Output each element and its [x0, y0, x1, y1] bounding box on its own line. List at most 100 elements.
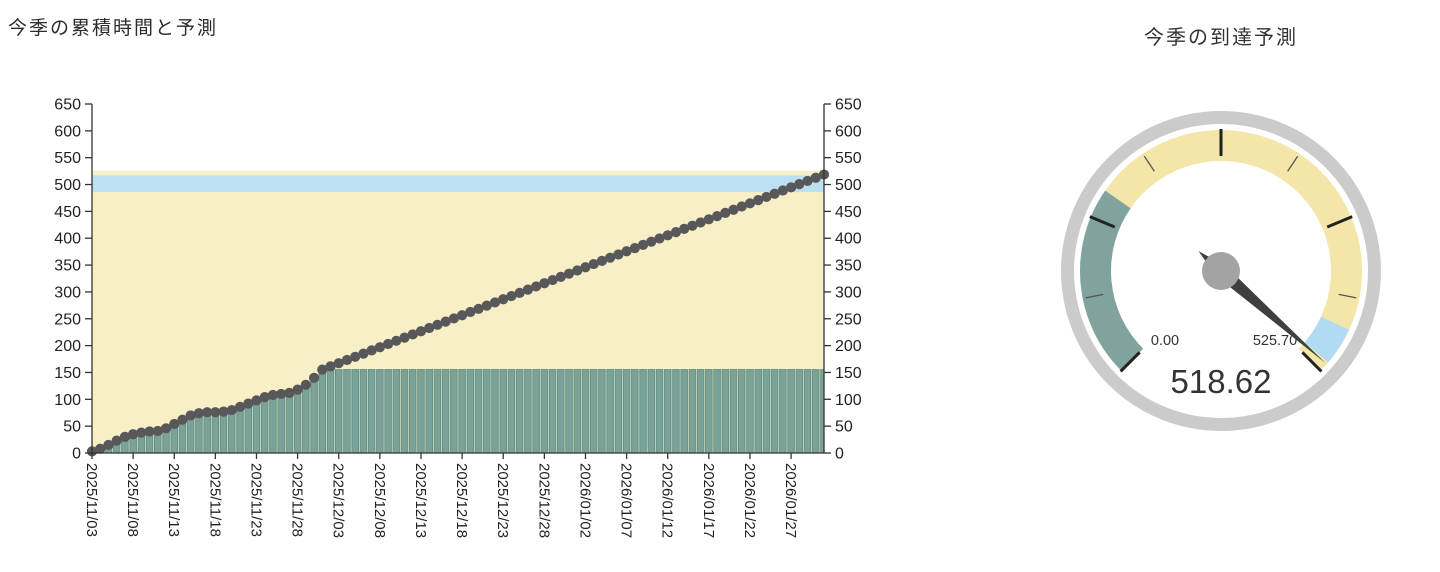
actual-bar: [639, 369, 647, 453]
actual-bar: [425, 369, 434, 453]
data-dot: [136, 427, 147, 438]
x-tick-label: 2025/12/28: [535, 463, 552, 538]
data-dot: [531, 281, 542, 292]
actual-bar: [219, 411, 228, 453]
y-tick-label-left: 550: [54, 150, 81, 167]
data-dot: [736, 201, 747, 212]
data-dot: [810, 172, 821, 183]
data-dot: [473, 303, 484, 314]
actual-bar: [195, 412, 203, 453]
data-dot: [621, 246, 632, 257]
x-tick-label: 2026/01/22: [741, 463, 758, 538]
actual-bar: [573, 369, 582, 453]
actual-bar: [392, 369, 401, 453]
cumulative-chart-title: 今季の累積時間と予測: [8, 18, 219, 39]
y-tick-label-left: 500: [54, 177, 81, 194]
data-dot: [539, 278, 550, 289]
gauge-major-tick: [1326, 215, 1353, 229]
actual-bar: [532, 369, 540, 453]
actual-bar: [631, 369, 639, 453]
data-dot: [481, 300, 492, 311]
data-dot: [276, 388, 287, 400]
data-dot: [506, 290, 517, 302]
actual-bar: [318, 369, 327, 453]
x-tick-label: 2025/12/08: [371, 463, 388, 538]
actual-bar: [302, 384, 310, 453]
data-dot: [572, 265, 583, 276]
data-dot: [382, 338, 394, 350]
data-dot: [711, 211, 723, 222]
data-dot: [391, 335, 402, 346]
actual-bar: [565, 369, 573, 453]
x-tick-label: 2025/12/03: [330, 463, 347, 538]
actual-bar: [680, 369, 688, 453]
data-dot: [654, 233, 665, 244]
actual-bar: [285, 392, 294, 453]
data-dot: [333, 358, 344, 369]
y-tick-label-right: 500: [835, 177, 862, 194]
data-dot: [424, 322, 435, 334]
data-dot: [160, 423, 172, 434]
y-tick-label-right: 250: [835, 311, 862, 328]
y-tick-label-left: 250: [54, 311, 81, 328]
actual-bars: [92, 369, 824, 453]
data-dot: [670, 226, 682, 238]
data-dot: [646, 236, 657, 247]
actual-bar: [589, 369, 598, 453]
actual-bar: [647, 369, 656, 453]
data-dot: [243, 398, 254, 409]
data-dot: [103, 439, 114, 451]
actual-bar: [376, 369, 384, 453]
data-dot: [769, 188, 780, 199]
actual-bar: [737, 369, 746, 453]
y-tick-label-right: 350: [835, 258, 862, 275]
data-dot: [662, 230, 673, 241]
actual-bar: [244, 403, 253, 453]
data-dot: [514, 287, 525, 298]
data-dot: [169, 418, 180, 430]
actual-bar: [417, 369, 425, 453]
data-dot: [202, 407, 213, 418]
actual-bar: [803, 369, 812, 453]
actual-bar: [754, 369, 763, 453]
actual-bar: [482, 369, 491, 453]
actual-bar: [779, 369, 787, 453]
data-dot: [251, 395, 262, 406]
cumulative-dots: [86, 169, 830, 457]
actual-bar: [474, 369, 483, 453]
data-dot: [432, 319, 443, 330]
data-dot: [596, 255, 608, 266]
actual-bar: [458, 369, 466, 453]
actual-bar: [334, 369, 343, 453]
data-dot: [226, 404, 237, 416]
actual-bar: [384, 369, 392, 453]
data-dot: [555, 271, 566, 282]
y-tick-label-right: 300: [835, 284, 862, 301]
gauge-value: 518.62: [1171, 363, 1272, 400]
x-axis: 2025/11/03 2025/11/08 2025/11/13 2025/11/18…: [83, 453, 799, 538]
actual-bar: [433, 369, 442, 453]
x-tick-label: 2025/12/23: [494, 463, 511, 538]
data-dot: [119, 431, 130, 442]
actual-bar: [203, 411, 211, 453]
x-tick-label: 2025/11/08: [124, 463, 141, 537]
actual-bar: [260, 396, 269, 453]
x-tick-label: 2025/11/23: [247, 463, 264, 537]
actual-bar: [228, 409, 236, 453]
actual-bar: [721, 369, 730, 453]
gauge-ticks: [1085, 129, 1357, 373]
gauge-minor-tick: [1287, 155, 1299, 172]
y-tick-label-left: 350: [54, 258, 81, 275]
x-tick-label: 2025/11/03: [83, 463, 100, 537]
data-dot: [498, 294, 509, 305]
y-tick-label-right: 100: [835, 392, 862, 409]
actual-bar: [663, 369, 672, 453]
data-dot: [605, 252, 616, 263]
data-dot: [802, 175, 813, 187]
data-dot: [679, 223, 690, 234]
data-dot: [629, 242, 640, 254]
actual-bar: [622, 369, 631, 453]
actual-bar: [540, 369, 549, 453]
actual-bar: [655, 369, 664, 453]
x-tick-label: 2026/01/27: [782, 463, 799, 538]
